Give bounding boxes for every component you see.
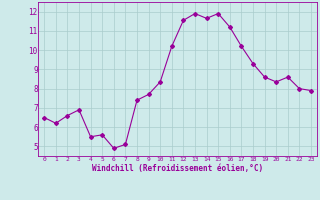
X-axis label: Windchill (Refroidissement éolien,°C): Windchill (Refroidissement éolien,°C) bbox=[92, 164, 263, 173]
